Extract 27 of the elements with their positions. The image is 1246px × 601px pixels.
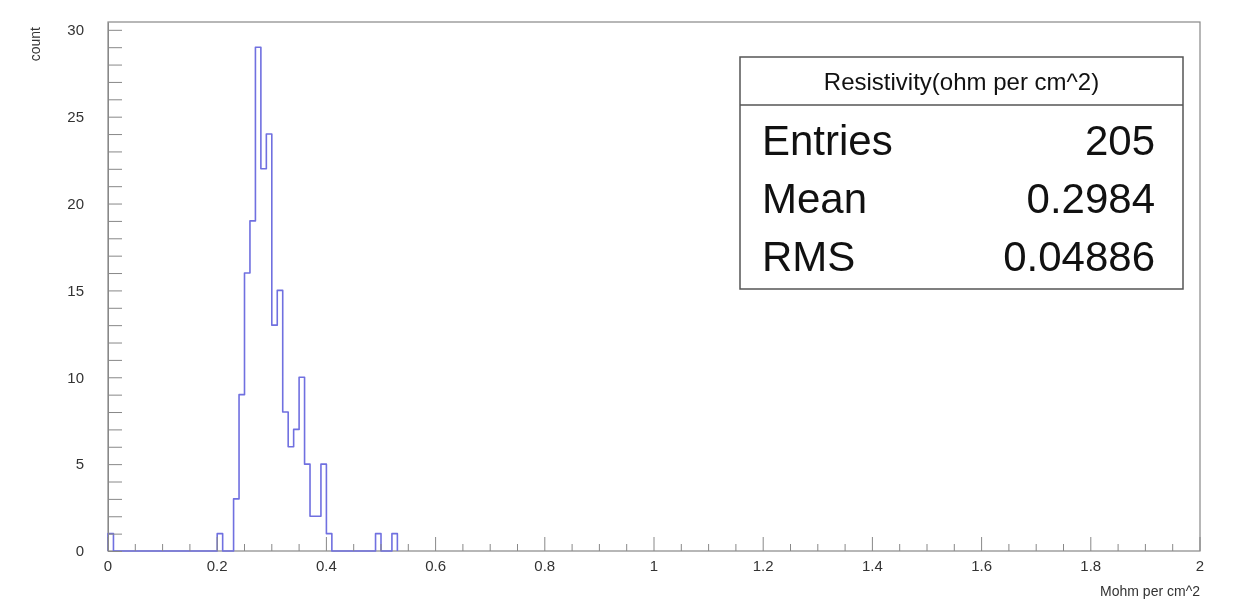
x-tick-label: 1.2: [752, 557, 774, 574]
y-tick-label: 15: [67, 281, 84, 299]
x-tick-label: 0.2: [206, 557, 228, 574]
x-tick-label: 0.8: [534, 557, 556, 574]
annotation: Entries: [762, 117, 893, 164]
y-tick-label: 0: [75, 542, 84, 560]
x-tick-label: 1.6: [971, 557, 993, 574]
annotation: Resistivity(ohm per cm^2): [823, 68, 1100, 95]
x-tick-label: 0.4: [315, 557, 337, 574]
y-tick-label: 25: [67, 107, 84, 125]
annotation: 205: [1084, 117, 1155, 164]
y-tick-label: 30: [67, 21, 84, 39]
x-tick-label: 1: [649, 557, 659, 574]
annotation: Mean: [762, 175, 868, 222]
x-axis-title: Mohm per cm^2: [1100, 583, 1201, 599]
y-tick-label: 5: [75, 455, 84, 473]
y-axis-title: count: [27, 26, 43, 62]
y-tick-label: 20: [67, 194, 84, 212]
annotation: RMS: [762, 233, 856, 280]
x-tick-label: 0: [103, 557, 113, 574]
x-tick-label: 1.8: [1080, 557, 1102, 574]
annotation: 0.04886: [1003, 233, 1155, 280]
y-tick-label: 10: [67, 368, 84, 386]
x-tick-label: 2: [1195, 557, 1205, 574]
x-tick-label: 0.6: [425, 557, 447, 574]
x-tick-label: 1.4: [861, 557, 883, 574]
annotation: 0.2984: [1026, 175, 1155, 222]
